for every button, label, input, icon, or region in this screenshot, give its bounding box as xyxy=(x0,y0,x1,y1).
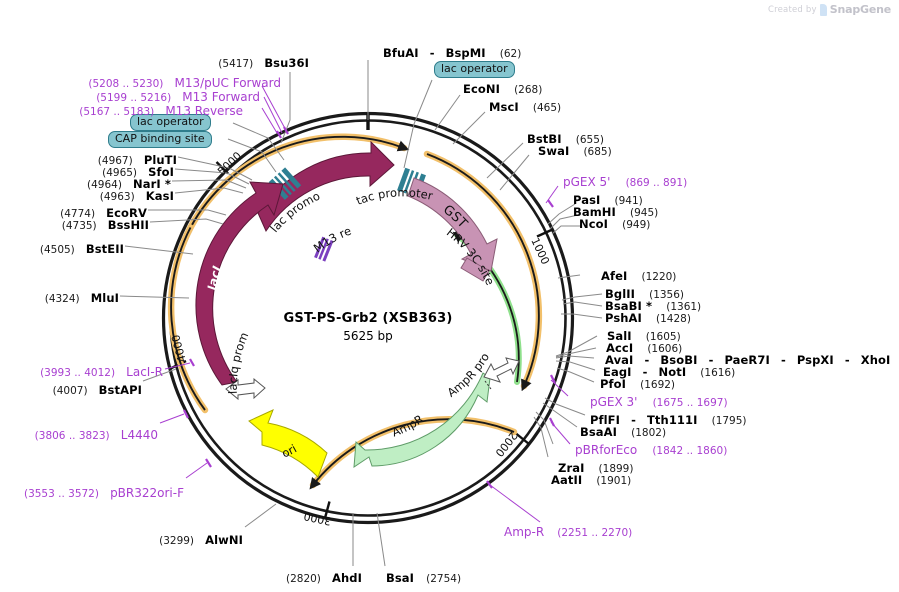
watermark-brand: SnapGene xyxy=(829,3,891,16)
enzyme-label-econi[interactable]: EcoNI (268) xyxy=(463,82,543,96)
enzyme-label-swai[interactable]: SwaI (685) xyxy=(538,144,612,158)
boxed-feature-lac-operator-left[interactable]: lac operator xyxy=(130,114,211,131)
enzyme-label-nari[interactable]: (4964) NarI * xyxy=(87,177,171,191)
enzyme-label-ncoi[interactable]: NcoI (949) xyxy=(579,217,651,231)
arc-label-tac-promoter: tac promoter xyxy=(354,185,434,207)
feature-lacI xyxy=(195,181,284,386)
orange-annotation-arcs xyxy=(167,133,543,490)
feature-label-amp-r[interactable]: Amp-R (2251 .. 2270) xyxy=(504,525,633,539)
enzyme-label-bstei[interactable]: (4505) BstEII xyxy=(39,242,124,256)
enzyme-label-ecorv[interactable]: (4774) EcoRV xyxy=(60,206,147,220)
boxed-feature-cap-binding-site[interactable]: CAP binding site xyxy=(108,131,212,148)
arc-label-lacI: lacI xyxy=(205,264,224,291)
feature-ori xyxy=(248,409,328,478)
feature-label-m13-puc-forward[interactable]: (5208 .. 5230) M13/pUC Forward xyxy=(88,76,281,90)
plasmid-name: GST-PS-Grb2 (XSB363) xyxy=(283,311,453,326)
enzyme-label-afei[interactable]: AfeI (1220) xyxy=(601,269,677,283)
feature-label-m13-reverse[interactable]: (5167 .. 5183) M13 Reverse xyxy=(79,104,243,118)
enzyme-label-bamhi[interactable]: BamHI (945) xyxy=(573,205,659,219)
enzyme-label-ahdi[interactable]: (2820) AhdI xyxy=(285,571,362,585)
enzyme-label-avai-group[interactable]: AvaI - BsoBI - PaeR7I - PspXI - XhoI (16… xyxy=(605,353,891,367)
enzyme-label-bsai[interactable]: BsaI (2754) xyxy=(386,571,462,585)
enzyme-label-bstbi[interactable]: BstBI (655) xyxy=(527,132,604,146)
enzyme-label-alwni[interactable]: (3299) AlwNI xyxy=(159,533,243,547)
enzyme-label-bglii[interactable]: BglII (1356) xyxy=(605,287,685,301)
enzyme-label-kasi[interactable]: (4963) KasI xyxy=(99,189,174,203)
feature-GST xyxy=(407,177,498,272)
enzyme-label-bfuai-bspmi[interactable]: BfuAI - BspMI (62) xyxy=(383,46,522,60)
tick-label-4000: 4000 xyxy=(169,333,189,363)
leader-lines xyxy=(119,60,603,567)
enzyme-label-pflfi-tth111i[interactable]: PflFI - Tth111I (1795) xyxy=(590,413,747,427)
tick-label-3000: 3000 xyxy=(303,509,333,528)
enzyme-label-mlui[interactable]: (4324) MluI xyxy=(44,291,119,305)
snapgene-logo-icon xyxy=(819,3,827,16)
feature-hrv-3c-site xyxy=(460,257,490,282)
feature-label-pgex-5[interactable]: pGEX 5' (869 .. 891) xyxy=(563,175,688,189)
feature-label-pbr322ori-f[interactable]: (3553 .. 3572) pBR322ori-F xyxy=(23,486,184,500)
feature-label-m13-forward[interactable]: (5199 .. 5216) M13 Forward xyxy=(96,90,260,104)
enzyme-label-pfoi[interactable]: PfoI (1692) xyxy=(600,377,676,391)
feature-AmpR-promoter xyxy=(483,357,520,390)
boxed-feature-lac-operator-top[interactable]: lac operator xyxy=(434,61,515,78)
tick-label-2000: 2000 xyxy=(492,429,519,459)
arc-label-ori: ori xyxy=(280,441,299,460)
enzyme-label-sfoi[interactable]: (4965) SfoI xyxy=(102,165,174,179)
enzyme-label-pasi[interactable]: PasI (941) xyxy=(573,193,643,207)
enzyme-label-bsu36i[interactable]: (5417) Bsu36I xyxy=(218,56,309,70)
enzyme-label-acci[interactable]: AccI (1606) xyxy=(606,341,683,355)
arc-label-AmpR: AmpR xyxy=(390,412,426,440)
feature-label-laci-r[interactable]: (3993 .. 4012) LacI-R xyxy=(40,365,163,379)
plasmid-title-block: GST-PS-Grb2 (XSB363) 5625 bp xyxy=(284,311,453,343)
enzyme-label-bsshii[interactable]: (4735) BssHII xyxy=(61,218,149,232)
watermark-created-by: Created by xyxy=(767,4,817,15)
feature-label-pgex-3[interactable]: pGEX 3' (1675 .. 1697) xyxy=(590,395,728,409)
enzyme-label-plutI[interactable]: (4967) PluTI xyxy=(97,153,177,167)
enzyme-label-zrai[interactable]: ZraI (1899) xyxy=(558,461,634,475)
enzyme-label-msci[interactable]: MscI (465) xyxy=(489,100,562,114)
enzyme-label-bstapi[interactable]: (4007) BstAPI xyxy=(52,383,142,397)
enzyme-label-pshai[interactable]: PshAI (1428) xyxy=(605,311,691,325)
enzyme-label-sali[interactable]: SalI (1605) xyxy=(607,329,681,343)
feature-label-pbrforeco[interactable]: pBRforEco (1842 .. 1860) xyxy=(575,443,728,457)
enzyme-label-eagi-noti[interactable]: EagI - NotI (1616) xyxy=(603,365,736,379)
enzyme-label-bsabi[interactable]: BsaBI * (1361) xyxy=(605,299,702,313)
plasmid-size: 5625 bp xyxy=(343,329,393,343)
feature-label-l4440[interactable]: (3806 .. 3823) L4440 xyxy=(34,428,158,442)
feature-m13-rev xyxy=(314,236,334,262)
feature-lacIq-promoter xyxy=(225,377,266,401)
enzyme-label-bsaai[interactable]: BsaAI (1802) xyxy=(580,425,667,439)
snapgene-watermark: Created by SnapGene xyxy=(768,3,891,16)
enzyme-label-aatii[interactable]: AatII (1901) xyxy=(551,473,632,487)
